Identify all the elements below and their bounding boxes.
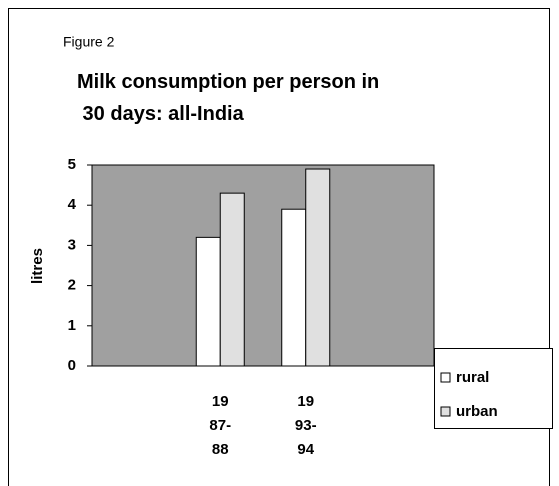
chart-title: Milk consumption per person in 30 days: … xyxy=(77,71,379,125)
legend-box xyxy=(434,348,553,429)
bar xyxy=(219,192,245,367)
y-tick-label: 0 xyxy=(68,357,76,374)
y-tick-label: 1 xyxy=(68,317,76,334)
legend-label: rural xyxy=(456,369,489,386)
y-tick-label: 2 xyxy=(68,277,76,294)
legend-label: urban xyxy=(456,403,498,420)
legend-swatch xyxy=(440,406,451,417)
plot-area xyxy=(91,164,435,367)
y-tick-label: 4 xyxy=(68,196,77,213)
bar xyxy=(195,236,221,367)
y-axis-label: litres xyxy=(29,248,46,284)
x-tick-label: 19 93-94 xyxy=(295,393,317,458)
bar xyxy=(305,168,331,367)
bar xyxy=(281,208,307,367)
y-tick-label: 3 xyxy=(68,236,76,253)
figure-label: Figure 2 xyxy=(63,34,115,50)
y-tick-label: 5 xyxy=(68,156,76,173)
legend-swatch xyxy=(440,372,451,383)
x-tick-label: 19 87-88 xyxy=(209,393,231,458)
